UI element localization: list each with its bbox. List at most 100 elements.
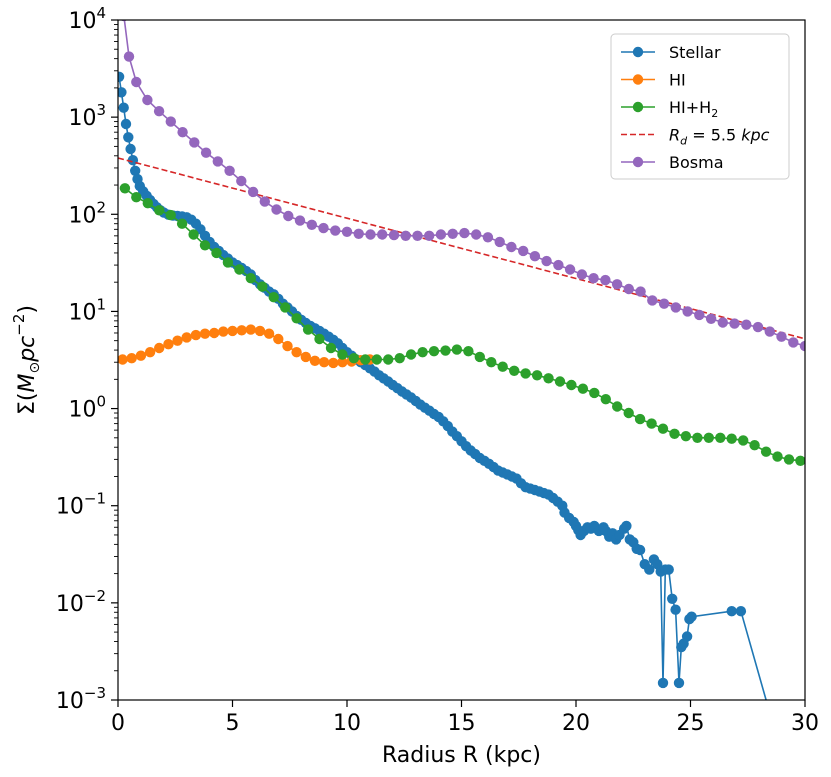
y-axis-label: Σ(M⊙pc−2)	[10, 305, 43, 415]
y-tick-label: 10−2	[56, 587, 106, 617]
data-point	[588, 273, 599, 284]
data-point	[566, 379, 577, 391]
data-point	[236, 325, 247, 336]
y-tick-label: 101	[68, 295, 106, 325]
x-tick-label: 5	[226, 711, 240, 736]
data-point	[451, 344, 463, 355]
data-point	[447, 228, 458, 239]
data-point	[257, 281, 268, 292]
data-point	[435, 229, 447, 240]
data-point	[218, 326, 229, 337]
data-point	[176, 218, 188, 229]
data-point	[189, 137, 200, 148]
legend-entry: Stellar	[621, 43, 721, 62]
legend-marker	[632, 74, 644, 85]
data-point	[783, 454, 795, 465]
data-point	[482, 232, 494, 243]
data-point	[726, 606, 737, 617]
data-point	[703, 432, 714, 443]
data-point	[142, 94, 153, 106]
data-point	[283, 210, 294, 222]
data-point	[353, 228, 364, 239]
data-point	[634, 544, 646, 556]
y-tick-label: 104	[68, 4, 106, 34]
data-point	[726, 433, 737, 444]
data-point	[142, 198, 153, 209]
data-point	[681, 631, 693, 642]
data-point	[377, 229, 388, 240]
data-point	[222, 257, 234, 268]
data-point	[717, 317, 728, 328]
data-point	[667, 593, 678, 604]
data-point	[564, 264, 576, 275]
data-point	[309, 355, 321, 366]
data-point	[635, 286, 646, 297]
data-point	[529, 251, 541, 262]
data-point	[694, 309, 705, 321]
data-point	[417, 347, 428, 358]
data-point	[541, 255, 552, 267]
data-point	[163, 339, 174, 350]
data-point	[294, 215, 306, 226]
data-point	[749, 440, 760, 451]
series-layer	[118, 20, 805, 700]
data-point	[131, 76, 142, 88]
data-point	[177, 127, 188, 138]
data-point	[212, 156, 223, 167]
data-point	[119, 183, 131, 194]
data-point	[405, 349, 417, 360]
data-point	[647, 295, 658, 306]
data-point	[325, 342, 337, 354]
data-point	[224, 165, 235, 176]
series-line	[118, 157, 805, 340]
data-point	[658, 298, 670, 309]
data-point	[165, 209, 176, 221]
x-tick-label: 10	[333, 711, 361, 736]
data-point	[172, 335, 183, 346]
data-point	[424, 230, 435, 241]
data-point	[634, 413, 646, 425]
data-point	[600, 274, 611, 286]
legend-marker	[632, 46, 644, 58]
data-point	[245, 324, 256, 335]
legend-entry: HI+H2	[621, 98, 718, 120]
data-point	[306, 219, 317, 230]
data-point	[291, 313, 302, 324]
data-point	[669, 428, 680, 439]
data-point	[752, 321, 764, 333]
legend-label: Bosma	[669, 153, 724, 172]
data-point	[154, 205, 165, 216]
legend-label: Rd = 5.5 kpc	[669, 126, 770, 148]
series-bosma	[120, 20, 805, 352]
data-point	[125, 143, 136, 155]
data-point	[692, 432, 703, 443]
data-point	[200, 147, 212, 158]
data-point	[135, 350, 147, 361]
data-point	[644, 564, 655, 575]
data-point	[486, 357, 497, 368]
data-point	[247, 186, 259, 198]
data-point	[623, 407, 634, 419]
legend-label: HI	[669, 71, 686, 90]
data-point	[741, 319, 752, 330]
data-point	[302, 324, 314, 335]
data-point	[337, 349, 348, 360]
legend-label: Stellar	[669, 43, 721, 62]
data-point	[764, 326, 775, 337]
data-point	[670, 604, 681, 615]
legend: Stellar HI HI+H2 Rd = 5.5 kpc Bosma	[610, 33, 790, 180]
x-tick-label: 30	[791, 711, 819, 736]
legend-label: HI+H2	[669, 98, 718, 120]
data-point	[428, 346, 440, 357]
data-point	[144, 347, 156, 358]
data-point	[412, 230, 423, 241]
data-point	[118, 87, 127, 98]
data-point	[291, 347, 302, 358]
y-tick-label: 103	[68, 101, 106, 131]
y-tick-label: 102	[68, 198, 106, 228]
y-axis-label-text: Σ(M⊙pc−2)	[10, 305, 43, 415]
data-point	[715, 432, 726, 443]
data-point	[682, 306, 693, 317]
data-point	[646, 418, 657, 429]
x-tick-label: 0	[111, 711, 125, 736]
